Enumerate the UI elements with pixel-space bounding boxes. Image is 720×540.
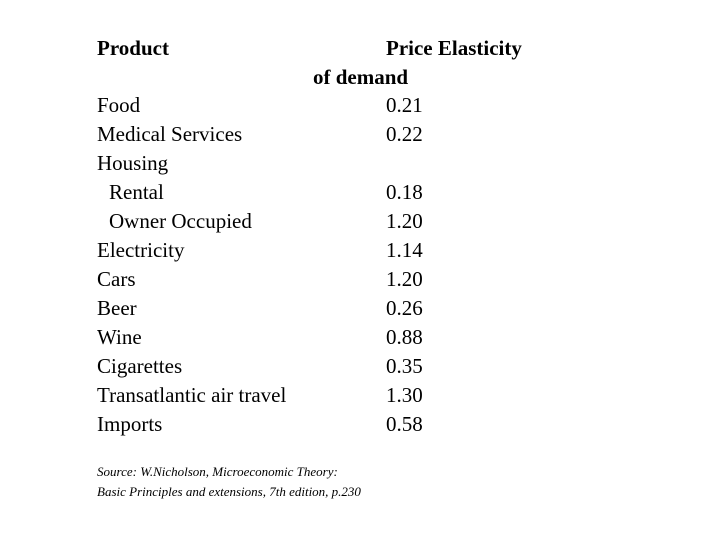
elasticity-value: 1.30	[386, 383, 423, 407]
elasticity-value: 0.58	[386, 412, 423, 436]
product-name: Rental	[109, 180, 164, 204]
product-name: Imports	[97, 412, 163, 436]
elasticity-value: 1.20	[386, 267, 423, 291]
product-name: Medical Services	[97, 122, 243, 146]
product-name: Transatlantic air travel	[97, 383, 287, 407]
product-name: Beer	[97, 296, 137, 320]
product-name: Owner Occupied	[109, 209, 252, 233]
table-row: Food 0.21	[97, 91, 497, 120]
table-row: Cigarettes 0.35	[97, 352, 497, 381]
elasticity-value: 0.35	[386, 354, 423, 378]
product-name: Cars	[97, 267, 136, 291]
elasticity-value: 1.14	[386, 238, 423, 262]
table-row: Medical Services 0.22	[97, 120, 497, 149]
table-row: Rental 0.18	[97, 178, 497, 207]
product-name: Electricity	[97, 238, 185, 262]
table-row: Beer 0.26	[97, 294, 497, 323]
source-line: Basic Principles and extensions, 7th edi…	[97, 484, 361, 499]
source-line: Source: W.Nicholson, Microeconomic Theor…	[97, 464, 338, 479]
product-name: Cigarettes	[97, 354, 183, 378]
elasticity-value: 0.88	[386, 325, 423, 349]
product-name: Wine	[97, 325, 142, 349]
source-citation: Source: W.Nicholson, Microeconomic Theor…	[97, 462, 361, 502]
table-row: Wine 0.88	[97, 323, 497, 352]
table-row: Electricity 1.14	[97, 236, 497, 265]
column-header-elasticity: Price Elasticity	[386, 36, 522, 60]
elasticity-value: 0.18	[386, 180, 423, 204]
column-header-elasticity-line2: of demand	[313, 65, 409, 89]
product-name: Housing	[97, 151, 169, 175]
elasticity-value: 1.20	[386, 209, 423, 233]
table-row: Imports 0.58	[97, 410, 497, 439]
table-row: Housing	[97, 149, 497, 178]
elasticity-value: 0.21	[386, 93, 423, 117]
elasticity-table: Food 0.21 Medical Services 0.22 Housing …	[97, 91, 497, 439]
elasticity-value: 0.26	[386, 296, 423, 320]
column-header-product: Product	[97, 36, 169, 60]
elasticity-value: 0.22	[386, 122, 423, 146]
table-row: Transatlantic air travel 1.30	[97, 381, 497, 410]
table-row: Cars 1.20	[97, 265, 497, 294]
table-row: Owner Occupied 1.20	[97, 207, 497, 236]
product-name: Food	[97, 93, 141, 117]
